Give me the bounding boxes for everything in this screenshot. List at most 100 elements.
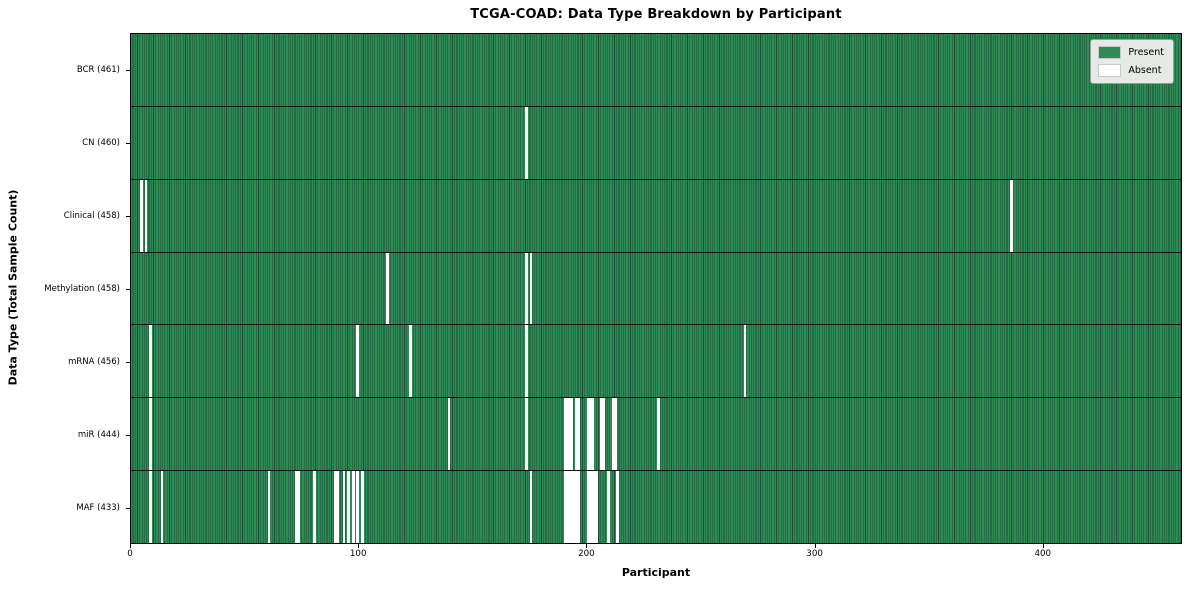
heatmap-row-CN	[131, 106, 1181, 180]
y-tick-label-BCR: BCR (461)	[76, 64, 120, 75]
absent-stripe	[525, 325, 528, 398]
x-tick-label-400: 400	[1034, 549, 1052, 559]
absent-stripe	[333, 471, 337, 544]
plot-area: Present Absent	[130, 33, 1182, 544]
absent-stripe	[160, 471, 164, 544]
absent-stripe	[616, 471, 619, 544]
y-axis: BCR (461) CN (460) Clinical (458) Methylati…	[0, 33, 130, 544]
x-tick-mark	[586, 544, 588, 548]
chart-title: TCGA-COAD: Data Type Breakdown by Partic…	[470, 7, 842, 22]
heatmap-row-miR	[131, 398, 1181, 472]
y-tick-mark	[126, 288, 130, 290]
x-tick-mark	[130, 544, 131, 548]
legend-absent-label: Absent	[1128, 65, 1162, 76]
absent-stripe	[347, 471, 351, 544]
legend-present-label: Present	[1128, 47, 1164, 58]
absent-stripe	[586, 471, 590, 544]
absent-stripe	[361, 471, 364, 544]
absent-stripe	[335, 471, 339, 544]
y-tick-mark	[126, 434, 130, 436]
legend-box: Present Absent	[1090, 39, 1174, 84]
x-tick-mark	[814, 544, 816, 548]
absent-stripe	[149, 471, 152, 544]
absent-stripe	[149, 325, 152, 398]
heatmap-row-mRNA	[131, 325, 1181, 399]
absent-stripe	[566, 398, 569, 471]
absent-stripe	[447, 398, 451, 471]
x-tick-label-100: 100	[349, 549, 367, 559]
absent-stripe	[572, 471, 576, 544]
absent-stripe	[144, 179, 148, 252]
y-tick-label-Clinical: Clinical (458)	[63, 210, 120, 221]
absent-stripe	[351, 471, 355, 544]
y-tick-label-CN: CN (460)	[82, 137, 120, 148]
absent-stripe	[591, 398, 594, 471]
absent-stripe	[613, 398, 617, 471]
y-tick-label-Methylation: Methylation (458)	[44, 283, 120, 294]
y-tick-mark	[126, 507, 130, 509]
absent-swatch-icon	[1098, 64, 1122, 77]
absent-stripe	[586, 398, 590, 471]
absent-stripe	[743, 325, 747, 398]
absent-stripe	[575, 471, 578, 544]
x-tick-label-0: 0	[127, 549, 133, 559]
legend-item-present: Present	[1098, 46, 1164, 59]
y-tick-mark	[126, 142, 130, 144]
heatmap-row-Methylation	[131, 252, 1181, 326]
absent-stripe	[563, 471, 567, 544]
absent-stripe	[657, 398, 660, 471]
y-tick-label-MAF: MAF (433)	[76, 502, 120, 513]
x-axis-label: Participant	[621, 566, 691, 579]
absent-stripe	[566, 471, 569, 544]
absent-stripe	[600, 398, 603, 471]
absent-stripe	[408, 325, 412, 398]
absent-stripe	[570, 398, 574, 471]
absent-stripe	[593, 471, 597, 544]
absent-stripe	[588, 471, 592, 544]
absent-stripe	[529, 471, 533, 544]
absent-stripe	[525, 398, 528, 471]
y-tick-label-miR: miR (444)	[77, 429, 120, 440]
absent-stripe	[611, 398, 615, 471]
absent-stripe	[525, 106, 528, 179]
heatmap-row-Clinical	[131, 179, 1181, 253]
absent-stripe	[575, 398, 578, 471]
absent-stripe	[140, 179, 143, 252]
absent-stripe	[568, 471, 571, 544]
absent-stripe	[568, 398, 571, 471]
x-tick-label-300: 300	[806, 549, 823, 559]
x-tick-mark	[358, 544, 360, 548]
absent-stripe	[591, 471, 594, 544]
y-tick-mark	[126, 215, 130, 217]
absent-stripe	[602, 398, 606, 471]
absent-stripe	[577, 398, 581, 471]
absent-stripe	[563, 398, 567, 471]
absent-stripe	[529, 252, 533, 325]
x-tick-mark	[1042, 544, 1044, 548]
y-tick-label-mRNA: mRNA (456)	[68, 356, 120, 367]
y-tick-mark	[126, 69, 130, 71]
absent-stripe	[607, 471, 610, 544]
absent-stripe	[588, 398, 592, 471]
absent-stripe	[577, 471, 581, 544]
absent-stripe	[1010, 179, 1013, 252]
legend-item-absent: Absent	[1098, 64, 1164, 77]
heatmap-row-MAF	[131, 471, 1181, 544]
y-tick-mark	[126, 361, 130, 363]
absent-stripe	[356, 325, 360, 398]
absent-stripe	[342, 471, 346, 544]
absent-stripe	[267, 471, 271, 544]
absent-stripe	[386, 252, 389, 325]
absent-stripe	[570, 471, 574, 544]
absent-stripe	[356, 471, 360, 544]
absent-stripe	[149, 398, 152, 471]
x-tick-label-200: 200	[578, 549, 595, 559]
absent-stripe	[595, 471, 599, 544]
present-swatch-icon	[1098, 46, 1122, 59]
absent-stripe	[525, 252, 528, 325]
absent-stripe	[294, 471, 298, 544]
absent-stripe	[297, 471, 300, 544]
heatmap-row-BCR	[131, 34, 1181, 107]
absent-stripe	[313, 471, 316, 544]
x-axis: 0 100 200 300 400	[127, 544, 1182, 566]
